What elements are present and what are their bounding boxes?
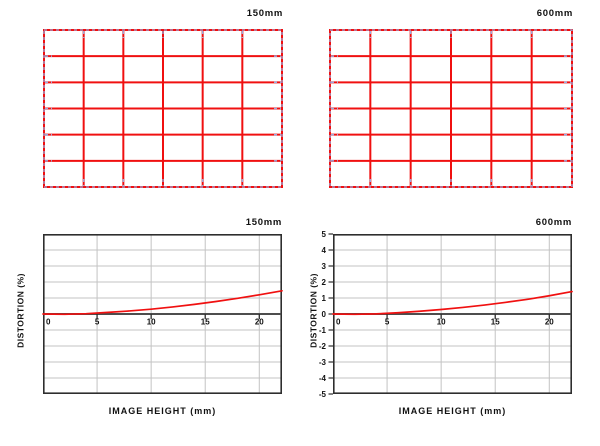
chart-title-600mm: 600mm [535,217,572,228]
svg-text:10: 10 [147,318,156,327]
svg-text:-2: -2 [319,342,327,351]
x-axis-label-150mm: IMAGE HEIGHT (mm) [108,406,217,416]
svg-text:5: 5 [322,230,327,239]
svg-text:0: 0 [336,318,341,327]
chart-title-150mm: 150mm [245,217,282,228]
svg-text:20: 20 [255,318,264,327]
y-axis-label-150mm: DISTORTION (%) [15,273,26,348]
y-axis-label-600mm: DISTORTION (%) [308,273,319,348]
svg-text:15: 15 [491,318,500,327]
grid-title-150mm: 150mm [246,8,283,19]
svg-text:5: 5 [385,318,390,327]
grid-title-600mm: 600mm [536,8,573,19]
svg-text:0: 0 [46,318,51,327]
svg-text:1: 1 [322,294,327,303]
svg-text:-1: -1 [319,326,327,335]
svg-text:-3: -3 [319,358,327,367]
svg-text:-5: -5 [319,390,327,399]
distortion-chart-150mm: 0 5 10 15 20 [42,234,283,394]
svg-text:5: 5 [95,318,100,327]
distortion-grid-150mm [43,29,283,188]
svg-text:4: 4 [322,246,327,255]
svg-text:2: 2 [322,278,327,287]
svg-text:0: 0 [322,310,327,319]
svg-text:10: 10 [437,318,446,327]
svg-text:3: 3 [322,262,327,271]
svg-text:-4: -4 [319,374,327,383]
x-axis-label-600mm: IMAGE HEIGHT (mm) [398,406,507,416]
distortion-grid-600mm [329,29,573,188]
svg-text:15: 15 [201,318,210,327]
svg-text:20: 20 [545,318,554,327]
